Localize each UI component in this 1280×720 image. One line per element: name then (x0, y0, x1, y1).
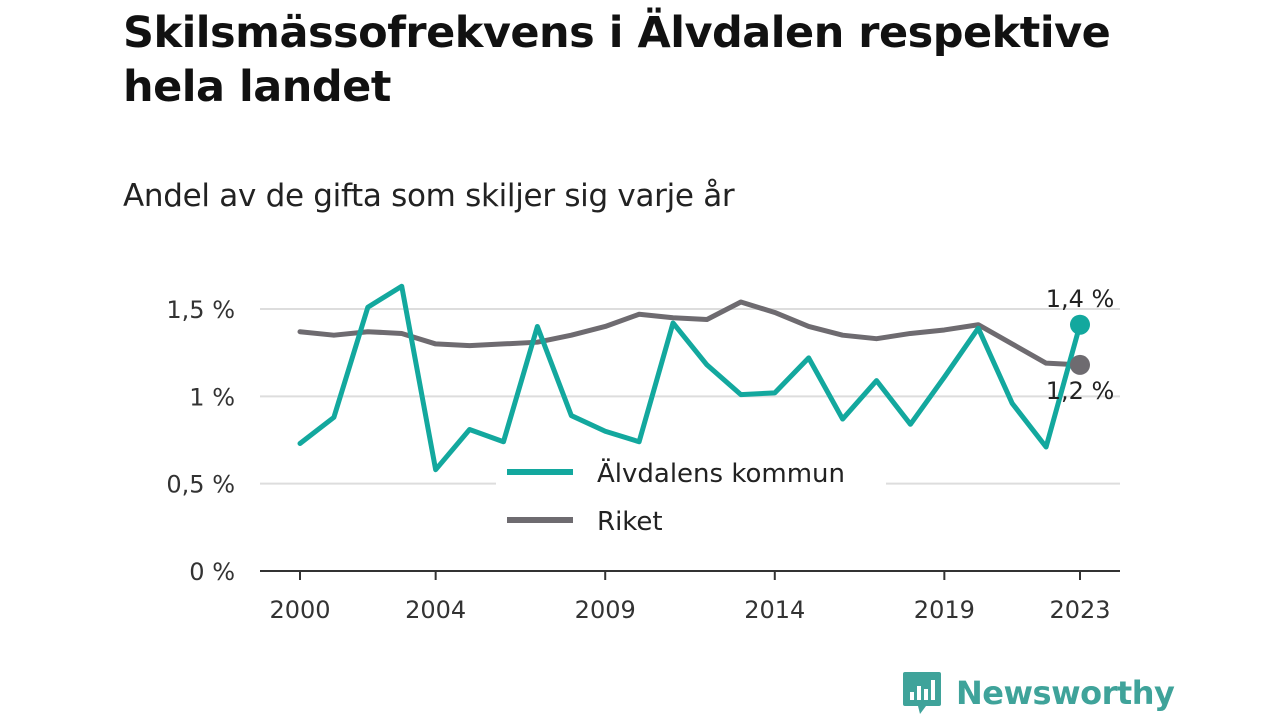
y-tick-label: 1,5 % (166, 296, 235, 324)
x-tick-label: 2009 (575, 596, 636, 624)
legend: Älvdalens kommun Riket (496, 448, 886, 537)
series-line-alvdalen (297, 283, 1083, 473)
end-label-alvdalen: 1,4 % (1046, 285, 1115, 313)
x-tick-label: 2000 (269, 596, 330, 624)
end-label-riket: 1,2 % (1046, 377, 1115, 405)
chart-subtitle: Andel av de gifta som skiljer sig varje … (123, 178, 735, 214)
x-tick-label: 2019 (914, 596, 975, 624)
brand-name: Newsworthy (956, 674, 1175, 712)
y-tick-label: 0,5 % (166, 471, 235, 499)
end-marker-alvdalen (1070, 314, 1090, 335)
legend-label-alvdalen: Älvdalens kommun (597, 457, 845, 489)
legend-background (496, 448, 886, 488)
newsworthy-logo: Newsworthy (902, 670, 1175, 716)
x-tick-label: 2004 (405, 596, 466, 624)
x-tick-label: 2014 (744, 596, 805, 624)
y-tick-label: 0 % (189, 558, 235, 586)
x-tick-label: 2023 (1049, 596, 1110, 624)
series (297, 283, 1083, 473)
y-tick-label: 1 % (189, 383, 235, 411)
x-axis-ticks: 2000 2004 2009 2014 2019 2023 (269, 571, 1111, 624)
newsworthy-logo-icon (903, 672, 941, 714)
end-marker-riket (1070, 354, 1090, 375)
legend-label-riket: Riket (597, 507, 663, 537)
chart-title: Skilsmässofrekvens i Älvdalen respektive… (123, 8, 1111, 112)
series-line-riket (297, 299, 1083, 368)
end-markers: 1,4 % 1,2 % (1046, 285, 1115, 405)
y-axis-ticks: 0 % 0,5 % 1 % 1,5 % (166, 296, 235, 586)
